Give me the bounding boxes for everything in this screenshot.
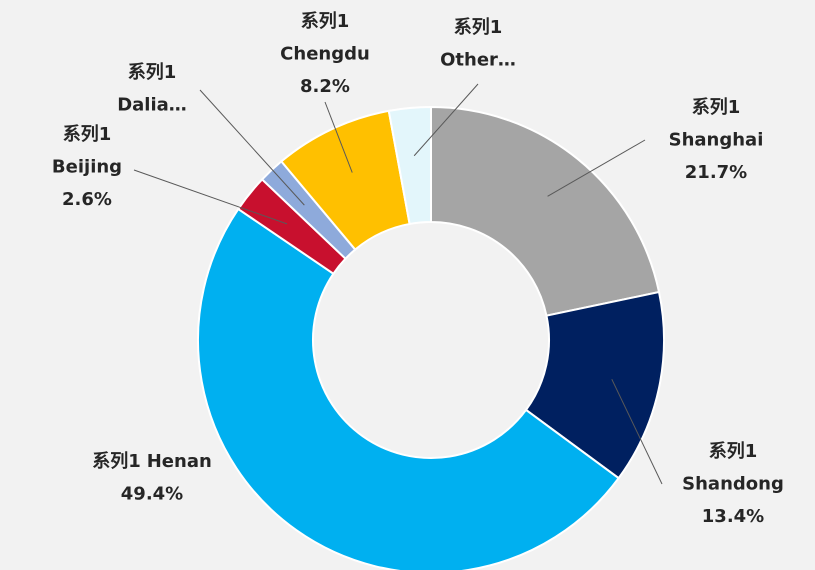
data-label-series: 系列1	[692, 97, 741, 118]
data-label-category: Other…	[440, 50, 516, 71]
leader-line	[199, 89, 305, 206]
data-label-category: Chengdu	[280, 44, 370, 65]
data-label-series: 系列1	[709, 441, 758, 462]
data-label-value: 13.4%	[702, 506, 764, 527]
leader-line	[413, 83, 479, 157]
data-label-category: Shanghai	[669, 130, 764, 151]
donut-slice	[196, 207, 621, 570]
leader-line	[611, 379, 663, 485]
data-label-series: 系列1	[454, 17, 503, 38]
donut-slice	[430, 105, 661, 317]
data-label-category: Shandong	[682, 474, 784, 495]
data-label-series: 系列1	[128, 62, 177, 83]
data-label-value: 2.6%	[62, 189, 112, 210]
data-label-category: Dalia…	[117, 95, 187, 116]
leader-line	[324, 101, 353, 173]
leader-line	[547, 139, 646, 197]
data-label: 系列1 Henan	[92, 451, 212, 472]
donut-slice	[387, 105, 432, 226]
donut-slice	[524, 290, 665, 480]
data-label-value: 21.7%	[685, 162, 747, 183]
data-label-value: 8.2%	[300, 76, 350, 97]
data-label-series: 系列1	[301, 11, 350, 32]
data-label-category: Beijing	[52, 157, 122, 178]
data-label-category: Henan	[147, 451, 212, 472]
data-label-series: 系列1	[92, 451, 141, 472]
leader-line	[133, 169, 288, 225]
data-label-series: 系列1	[63, 124, 112, 145]
data-label-value: 49.4%	[121, 484, 183, 505]
